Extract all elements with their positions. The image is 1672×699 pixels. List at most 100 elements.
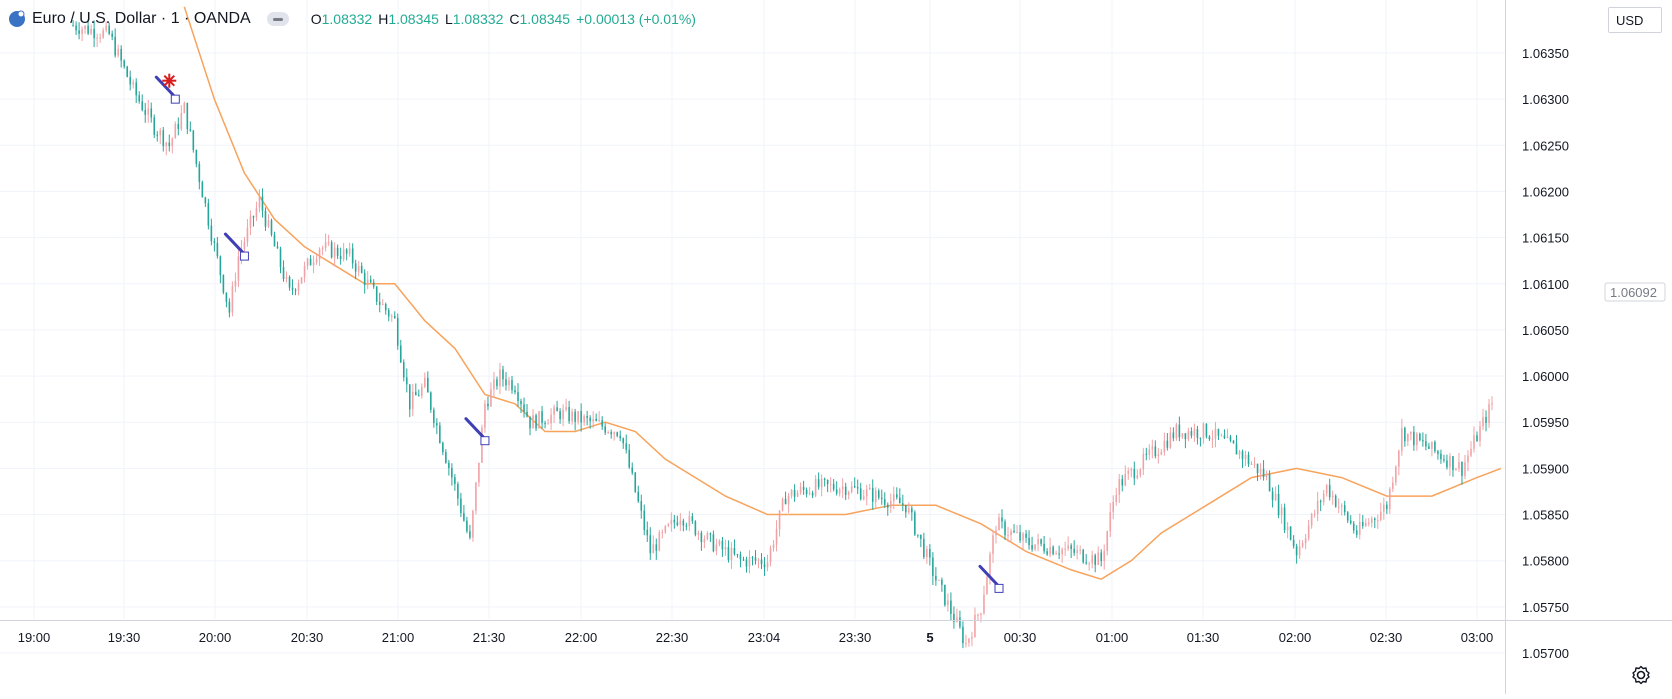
candle (1458, 452, 1460, 472)
candle-body (246, 227, 249, 242)
candle-body (871, 487, 874, 502)
candle (1034, 544, 1036, 552)
candle (889, 493, 892, 514)
euro-flag-icon[interactable] (8, 10, 26, 28)
candle (1440, 449, 1442, 464)
candle (838, 487, 841, 497)
candle-body (1205, 423, 1208, 437)
candle-body (451, 467, 453, 478)
candle-body (402, 362, 405, 378)
candle (628, 443, 631, 469)
low-value: 1.08332 (452, 11, 504, 27)
signal-box (994, 583, 1004, 593)
candle-body (959, 617, 961, 627)
candle-body (1265, 474, 1268, 478)
candle-body (646, 529, 649, 536)
candle (1346, 511, 1349, 524)
candle-body (862, 496, 865, 500)
currency-button[interactable]: USD (1608, 7, 1662, 33)
candle (905, 505, 907, 518)
candle-body (565, 407, 567, 410)
close-label: C (509, 11, 520, 27)
candle (1217, 428, 1220, 441)
candle-body (288, 276, 291, 288)
candle-body (162, 130, 165, 147)
candle-body (1226, 436, 1229, 439)
candle (712, 530, 715, 553)
candle (1157, 448, 1160, 464)
open-value: 1.08332 (321, 11, 373, 27)
candle-body (1070, 545, 1072, 549)
candle-body (1157, 454, 1160, 457)
price-axis[interactable]: 1.06350 1.06300 1.06250 1.06200 1.06150 1.061… (1505, 0, 1570, 694)
candle (808, 487, 811, 496)
candle (1367, 518, 1370, 527)
candle-body (303, 265, 306, 278)
candle (138, 91, 141, 104)
candle (414, 383, 417, 396)
candle-body (345, 249, 348, 254)
candle (574, 408, 576, 431)
candle-body (1175, 424, 1178, 439)
candle (261, 188, 264, 218)
candle-body (255, 207, 258, 218)
candle-body (216, 242, 219, 257)
symbol-title[interactable]: Euro / U.S. Dollar · 1 · OANDA (32, 10, 251, 27)
candle (1449, 453, 1451, 476)
candle (950, 592, 952, 621)
time-tick-label: 19:00 (18, 630, 51, 645)
candle (805, 487, 808, 498)
candle-body (622, 438, 625, 444)
candle-body (826, 479, 829, 484)
candle-body (1259, 468, 1262, 474)
candle-body (980, 613, 982, 615)
candle (992, 530, 994, 563)
candle-body (1358, 522, 1361, 535)
candle-body (1190, 431, 1193, 436)
candle-body (905, 505, 907, 513)
candle (384, 302, 387, 315)
time-axis[interactable]: 19:00 19:30 20:00 20:30 21:00 21:30 22:00 22:30… (0, 620, 1672, 646)
candle (664, 525, 667, 534)
candle (303, 261, 306, 283)
candle (721, 536, 724, 557)
candle-body (147, 108, 150, 115)
candle-body (1476, 435, 1478, 442)
candle-body (153, 117, 156, 135)
candle-body (1055, 553, 1057, 555)
candle (505, 372, 507, 391)
candle (514, 385, 516, 395)
candle (523, 397, 525, 418)
candle-body (1076, 549, 1078, 553)
candle (625, 434, 628, 454)
candle (784, 491, 787, 505)
candle (192, 130, 195, 153)
candle-body (105, 25, 107, 31)
candle-body (739, 554, 742, 560)
candle (1082, 548, 1084, 564)
eye-toggle-icon[interactable] (266, 12, 289, 26)
candle-body (1061, 549, 1063, 555)
candle-body (180, 113, 183, 129)
candle (174, 121, 177, 139)
candle-body (75, 25, 77, 31)
candle-body (466, 520, 468, 532)
candle-body (207, 203, 210, 226)
candle-body (790, 489, 793, 496)
candle (892, 486, 895, 510)
candles[interactable] (72, 19, 1493, 649)
candle-body (643, 510, 646, 530)
candle-body (1389, 488, 1391, 510)
candle-body (1154, 446, 1157, 457)
candle (1124, 465, 1127, 487)
signals[interactable] (154, 73, 1004, 593)
candle-body (484, 403, 486, 428)
candle (1319, 499, 1322, 512)
candle-body (757, 559, 760, 561)
candle (399, 339, 402, 364)
gear-icon[interactable] (1630, 664, 1652, 686)
candle-body (847, 491, 850, 496)
candle (93, 20, 95, 48)
candle-body (986, 577, 988, 595)
